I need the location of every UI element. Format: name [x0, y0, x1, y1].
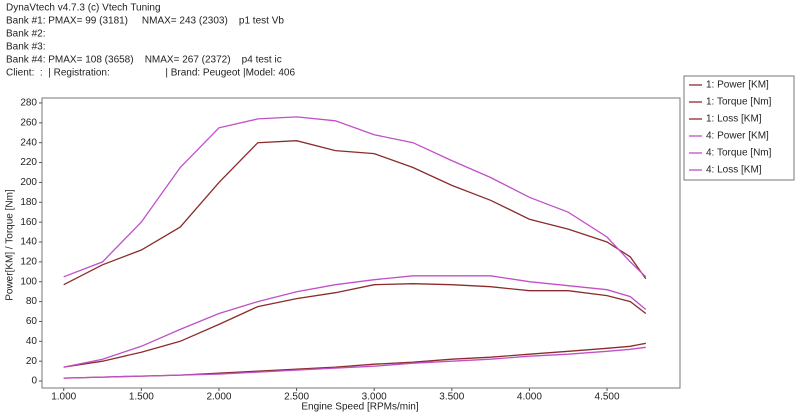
- x-axis-label: Engine Speed [RPMs/min]: [301, 402, 419, 413]
- y-axis-label: Power[KM] / Torque [Nm]: [5, 189, 16, 301]
- series-line: [63, 275, 647, 368]
- y-tick-label: 140: [20, 237, 37, 248]
- x-tick-label: 2.500: [284, 392, 309, 403]
- x-tick-label: 4.000: [517, 392, 542, 403]
- y-tick-label: 80: [26, 296, 38, 307]
- y-tick-label: 160: [20, 217, 37, 228]
- header-line: Client: : | Registration: | Brand: Peuge…: [6, 68, 295, 79]
- legend-label: 1: Loss [KM]: [706, 114, 762, 125]
- y-tick-label: 100: [20, 276, 37, 287]
- series-line: [63, 140, 647, 286]
- legend-box: [683, 75, 795, 181]
- legend-label: 1: Torque [Nm]: [706, 97, 772, 108]
- y-tick-label: 240: [20, 137, 37, 148]
- header-line: Bank #2:: [6, 29, 45, 40]
- x-tick-label: 2.000: [206, 392, 231, 403]
- header-line: Bank #1: PMAX= 99 (3181) NMAX= 243 (2303…: [6, 16, 284, 27]
- x-tick-label: 1.000: [51, 392, 76, 403]
- y-tick-label: 280: [20, 98, 37, 109]
- y-tick-label: 120: [20, 257, 37, 268]
- y-tick-label: 200: [20, 177, 37, 188]
- header-line: Bank #4: PMAX= 108 (3658) NMAX= 267 (237…: [6, 55, 282, 66]
- x-tick-label: 3.000: [362, 392, 387, 403]
- legend-label: 4: Loss [KM]: [706, 165, 762, 176]
- x-tick-label: 1.500: [129, 392, 154, 403]
- series-line: [63, 116, 647, 278]
- x-tick-label: 4.500: [595, 392, 620, 403]
- y-tick-label: 180: [20, 197, 37, 208]
- y-tick-label: 220: [20, 157, 37, 168]
- legend-label: 4: Torque [Nm]: [706, 148, 772, 159]
- y-tick-label: 60: [26, 316, 38, 327]
- header-line: Bank #3:: [6, 42, 45, 53]
- plot-area: [41, 97, 681, 389]
- legend-label: 1: Power [KM]: [706, 80, 769, 91]
- y-tick-label: 0: [31, 376, 37, 387]
- y-tick-label: 260: [20, 117, 37, 128]
- legend-label: 4: Power [KM]: [706, 131, 769, 142]
- series-line: [63, 283, 647, 368]
- header-line: DynaVtech v4.7.3 (c) Vtech Tuning: [6, 3, 161, 14]
- y-tick-label: 20: [26, 356, 38, 367]
- y-tick-label: 40: [26, 336, 38, 347]
- series-line: [63, 346, 646, 379]
- x-tick-label: 3.500: [439, 392, 464, 403]
